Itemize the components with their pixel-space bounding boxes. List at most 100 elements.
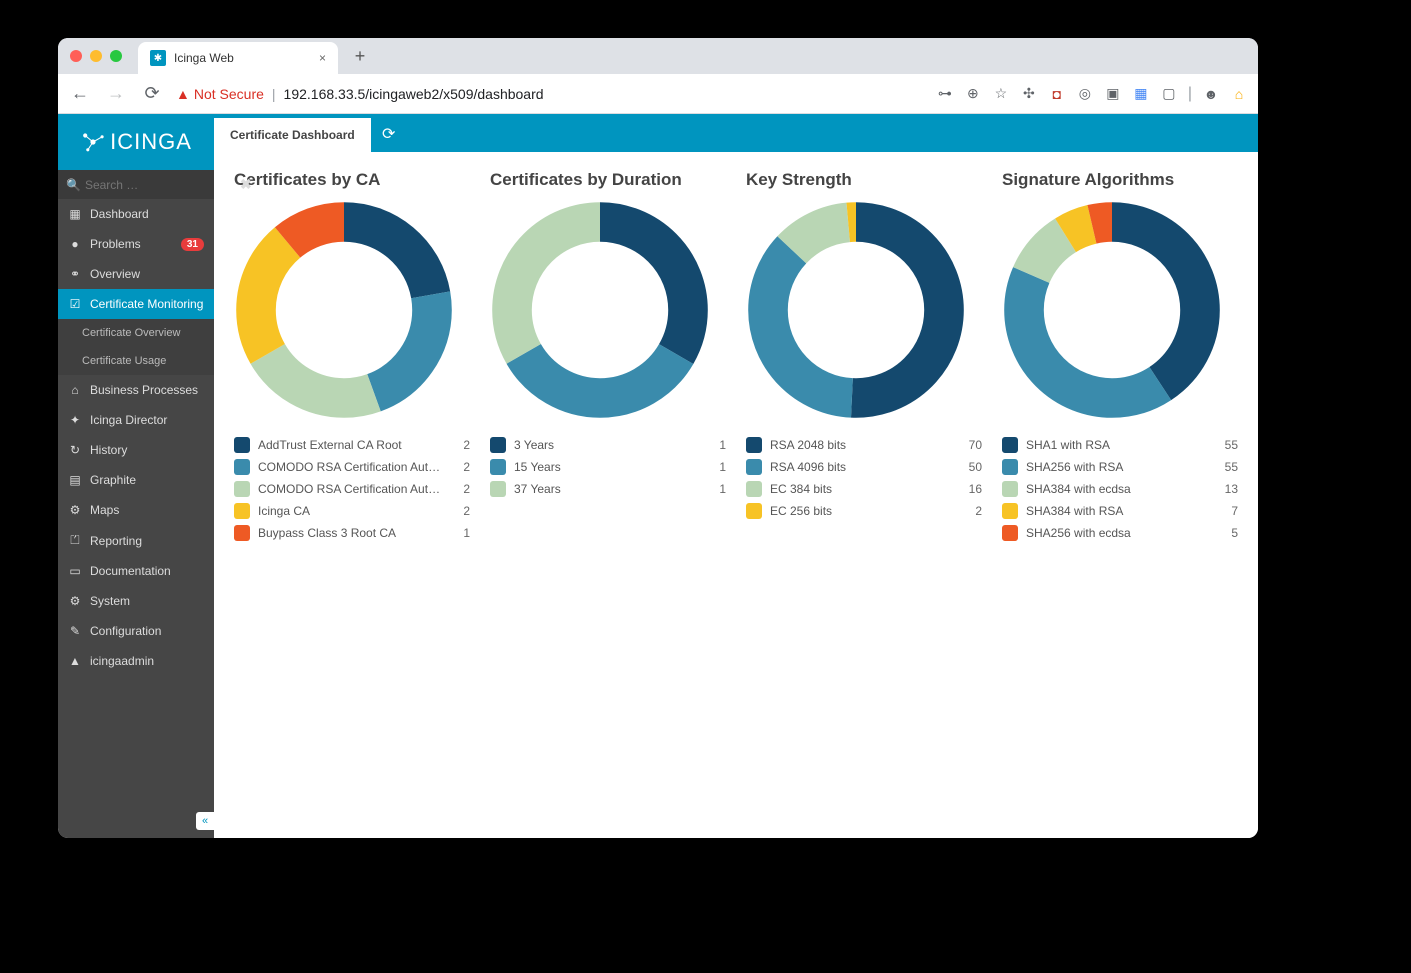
app-tabs-bar: Certificate Dashboard ⟳ — [214, 114, 1258, 152]
sidebar-item[interactable]: ▤Graphite — [58, 465, 214, 495]
legend-label: SHA1 with RSA — [1026, 438, 1210, 452]
browser-titlebar: ✱ Icinga Web × + — [58, 38, 1258, 74]
search-icon: 🔍 — [66, 178, 81, 192]
sidebar-item[interactable]: ⚙Maps — [58, 495, 214, 525]
nav-item-label: Certificate Monitoring — [90, 297, 203, 311]
donut-chart — [234, 200, 454, 420]
legend-row[interactable]: COMODO RSA Certification Authority2 — [234, 456, 470, 478]
nav-item-icon: ▦ — [68, 207, 82, 221]
legend-value: 55 — [1218, 438, 1238, 452]
sidebar-item[interactable]: ✦Icinga Director — [58, 405, 214, 435]
chart-title: Certificates by Duration — [490, 170, 726, 190]
url-text: 192.168.33.5/icingaweb2/x509/dashboard — [284, 86, 544, 102]
app-logo[interactable]: ICINGA — [58, 114, 214, 170]
legend-row[interactable]: SHA256 with ecdsa5 — [1002, 522, 1238, 544]
tab-refresh-button[interactable]: ⟳ — [371, 116, 407, 152]
nav-item-icon: ⌂ — [68, 383, 82, 397]
ext4-icon[interactable]: ▢ — [1160, 85, 1178, 103]
legend-row[interactable]: 37 Years1 — [490, 478, 726, 500]
legend-label: SHA384 with RSA — [1026, 504, 1210, 518]
legend-row[interactable]: SHA384 with ecdsa13 — [1002, 478, 1238, 500]
legend-row[interactable]: SHA256 with RSA55 — [1002, 456, 1238, 478]
star-icon[interactable]: ☆ — [992, 85, 1010, 103]
forward-button[interactable]: → — [104, 83, 128, 104]
legend-value: 2 — [962, 504, 982, 518]
sidebar-item[interactable]: ☑Certificate Monitoring — [58, 289, 214, 319]
nav-item-label: History — [90, 443, 127, 457]
icinga-logo-icon — [80, 129, 106, 155]
window-close-button[interactable] — [70, 50, 82, 62]
sidebar-collapse-button[interactable]: « — [196, 812, 214, 830]
legend-row[interactable]: SHA384 with RSA7 — [1002, 500, 1238, 522]
sidebar-item[interactable]: ▦Dashboard — [58, 199, 214, 229]
tab-close-button[interactable]: × — [319, 51, 326, 65]
nav-item-label: Icinga Director — [90, 413, 167, 427]
legend-row[interactable]: COMODO RSA Certification Authority2 — [234, 478, 470, 500]
window-minimize-button[interactable] — [90, 50, 102, 62]
sidebar-item[interactable]: ⚭Overview — [58, 259, 214, 289]
window-zoom-button[interactable] — [110, 50, 122, 62]
legend-value: 1 — [450, 526, 470, 540]
problems-badge: 31 — [181, 238, 204, 251]
sidebar-item[interactable]: ▭Documentation — [58, 556, 214, 586]
legend-row[interactable]: Icinga CA2 — [234, 500, 470, 522]
nav-item-label: Certificate Overview — [82, 327, 180, 339]
legend-swatch-icon — [1002, 437, 1018, 453]
sidebar: ICINGA 🔍 ✖ ▦Dashboard●Problems31⚭Overvie… — [58, 114, 214, 838]
sidebar-subitem[interactable]: Certificate Usage — [58, 347, 214, 375]
legend-swatch-icon — [746, 459, 762, 475]
legend-value: 13 — [1218, 482, 1238, 496]
favicon-icon: ✱ — [150, 50, 166, 66]
search-clear-button[interactable]: ✖ — [240, 176, 252, 193]
ext3-icon[interactable]: ▦ — [1132, 85, 1150, 103]
address-bar[interactable]: ▲ Not Secure | 192.168.33.5/icingaweb2/x… — [176, 86, 924, 102]
legend-row[interactable]: AddTrust External CA Root2 — [234, 434, 470, 456]
nav-item-label: Problems — [90, 237, 141, 251]
sidebar-item[interactable]: ↻History — [58, 435, 214, 465]
tab-certificate-dashboard[interactable]: Certificate Dashboard — [214, 118, 371, 152]
legend-row[interactable]: EC 256 bits2 — [746, 500, 982, 522]
reload-button[interactable]: ⟳ — [140, 83, 164, 104]
home-icon[interactable]: ⌂ — [1230, 85, 1248, 103]
logo-text: ICINGA — [110, 129, 192, 155]
extension-icon[interactable]: ✣ — [1020, 85, 1038, 103]
nav-item-label: icingaadmin — [90, 654, 154, 668]
legend-row[interactable]: 15 Years1 — [490, 456, 726, 478]
sidebar-item[interactable]: ●Problems31 — [58, 229, 214, 259]
chart-panel: Signature Algorithms SHA1 with RSA 55 SHA25… — [1002, 170, 1238, 820]
legend-row[interactable]: SHA1 with RSA 55 — [1002, 434, 1238, 456]
legend-swatch-icon — [234, 503, 250, 519]
legend-row[interactable]: 3 Years1 — [490, 434, 726, 456]
new-tab-button[interactable]: + — [346, 42, 374, 70]
search-input[interactable] — [85, 178, 240, 192]
legend-row[interactable]: EC 384 bits16 — [746, 478, 982, 500]
sidebar-subitem[interactable]: Certificate Overview — [58, 319, 214, 347]
legend-swatch-icon — [1002, 525, 1018, 541]
nav-item-icon: ⚭ — [68, 267, 82, 281]
legend-row[interactable]: RSA 4096 bits50 — [746, 456, 982, 478]
nav-item-icon: ✎ — [68, 624, 82, 638]
sidebar-item[interactable]: ✎ Configuration — [58, 616, 214, 646]
ext2-icon[interactable]: ▣ — [1104, 85, 1122, 103]
legend-value: 1 — [706, 438, 726, 452]
sidebar-item[interactable]: ⏍Reporting — [58, 525, 214, 556]
sidebar-item[interactable]: ⌂Business Processes — [58, 375, 214, 405]
sidebar-item[interactable]: ▲icingaadmin — [58, 646, 214, 676]
key-icon[interactable]: ⊶ — [936, 85, 954, 103]
zoom-icon[interactable]: ⊕ — [964, 85, 982, 103]
nav-item-label: Configuration — [90, 624, 161, 638]
avatar-icon[interactable]: ☻ — [1202, 85, 1220, 103]
globe-icon[interactable]: ◎ — [1076, 85, 1094, 103]
chart-title: Signature Algorithms — [1002, 170, 1238, 190]
sidebar-item[interactable]: ⚙System — [58, 586, 214, 616]
legend-row[interactable]: Buypass Class 3 Root CA1 — [234, 522, 470, 544]
donut-chart — [746, 200, 966, 420]
legend-row[interactable]: RSA 2048 bits70 — [746, 434, 982, 456]
chart-title: Certificates by CA — [234, 170, 470, 190]
chart-legend: AddTrust External CA Root2COMODO RSA Cer… — [234, 434, 470, 544]
back-button[interactable]: ← — [68, 83, 92, 104]
sidebar-nav: ▦Dashboard●Problems31⚭Overview☑Certifica… — [58, 199, 214, 676]
ublock-icon[interactable]: ◘ — [1048, 85, 1066, 103]
chart-legend: 3 Years115 Years137 Years1 — [490, 434, 726, 500]
browser-tab[interactable]: ✱ Icinga Web × — [138, 42, 338, 74]
